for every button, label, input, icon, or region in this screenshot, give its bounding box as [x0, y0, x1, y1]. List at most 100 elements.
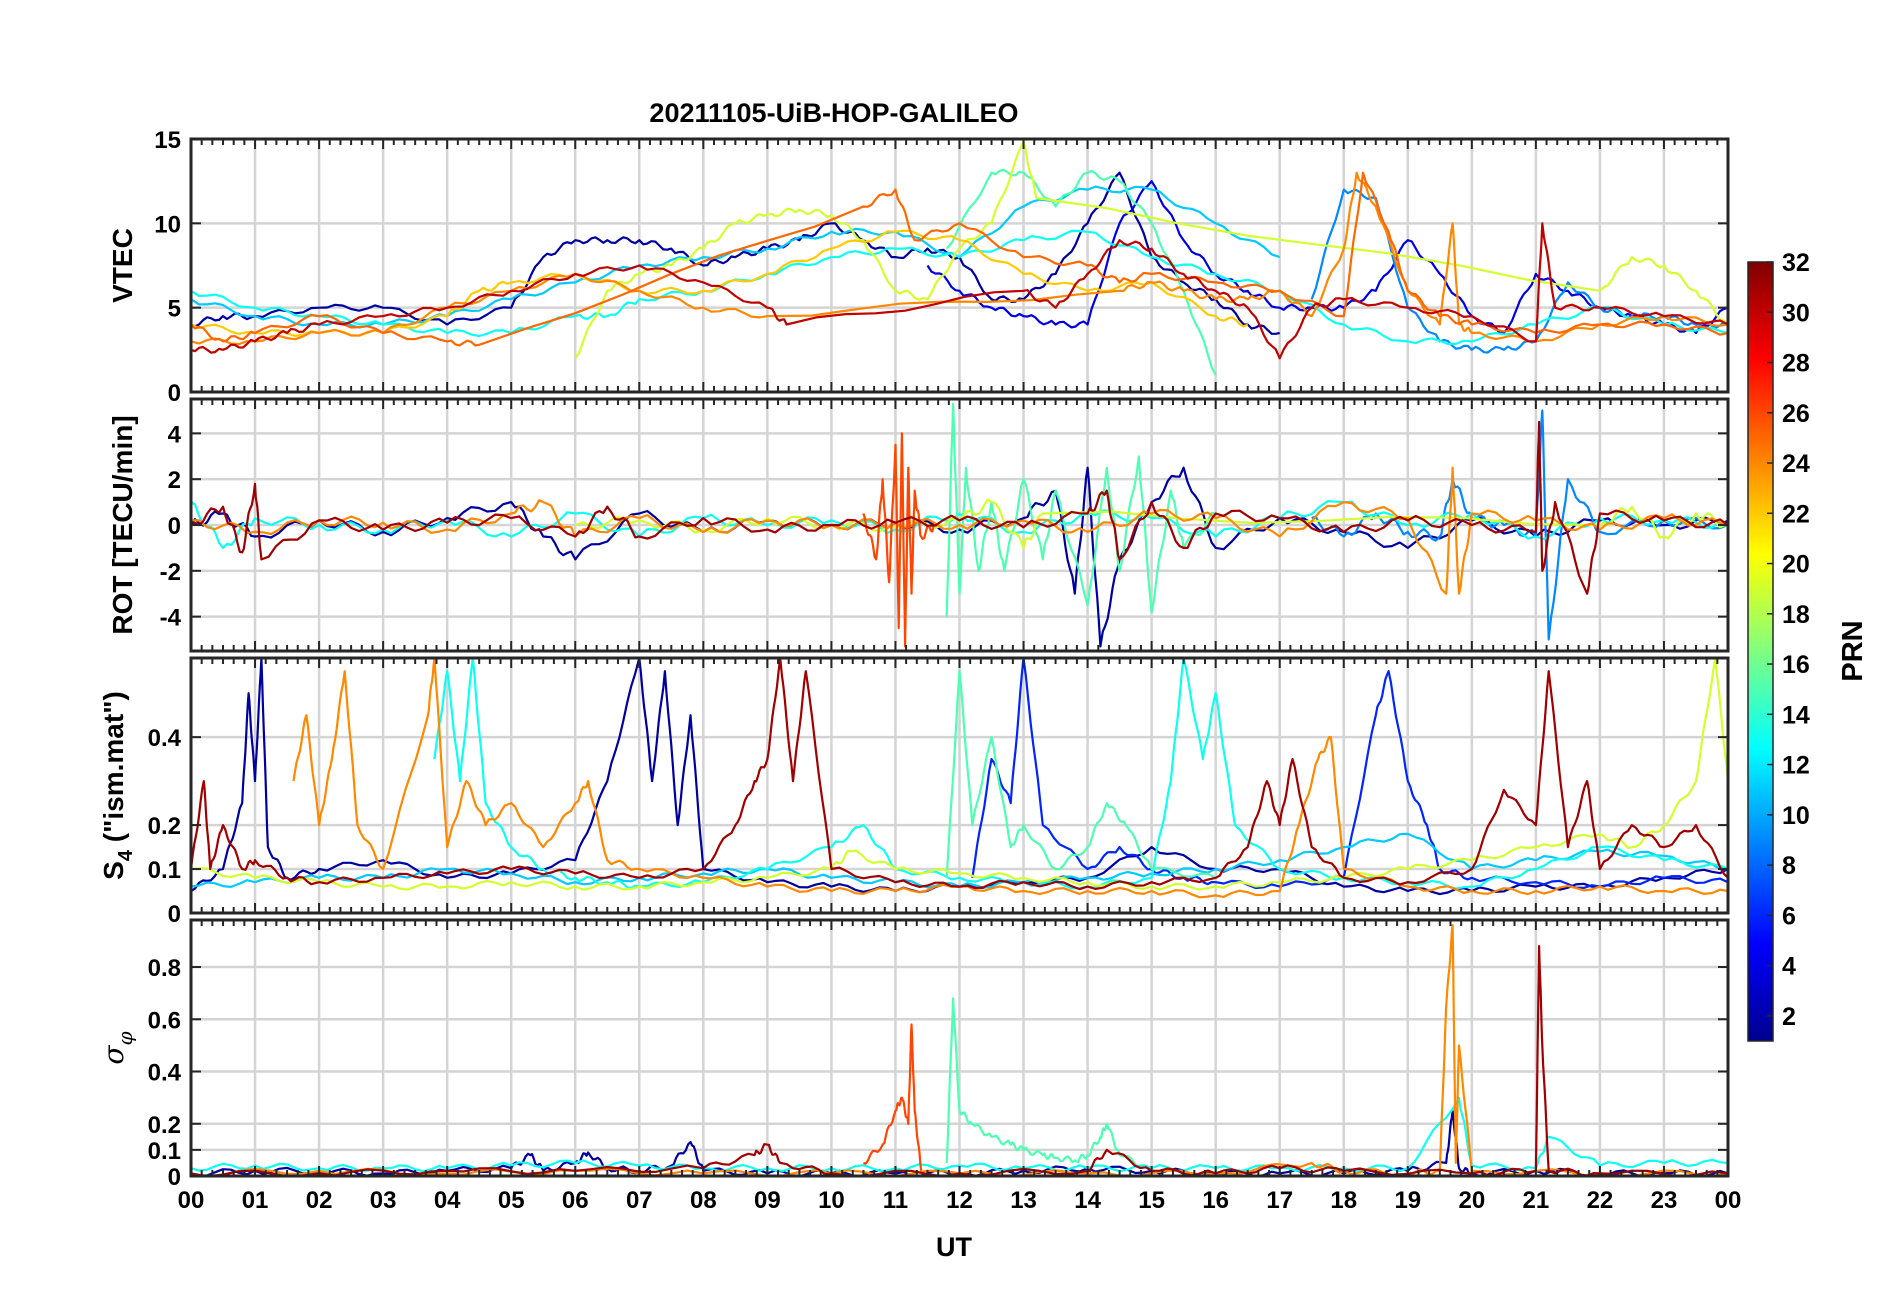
colorbar-tick-label: 22: [1782, 500, 1810, 528]
series-line-prn-25: [191, 171, 1728, 347]
x-tick-label: 04: [434, 1187, 461, 1214]
series-line-prn-19: [574, 498, 1728, 550]
panel-frame: [189, 656, 1730, 915]
x-tick-label: 14: [1074, 1187, 1101, 1214]
y-tick-label: 0.4: [148, 1060, 182, 1087]
y-tick-label: 0: [168, 513, 181, 540]
x-tick-label: 12: [946, 1187, 973, 1214]
x-tick-label: 22: [1587, 1187, 1614, 1214]
x-tick-label: 17: [1266, 1187, 1293, 1214]
y-tick-label: 0.2: [148, 813, 181, 840]
panel-frame: [189, 137, 1730, 394]
y-tick-label: 0.4: [148, 725, 182, 752]
y-tick-label: 5: [168, 296, 181, 323]
x-tick-label: 13: [1010, 1187, 1037, 1214]
y-tick-label: 0: [168, 1164, 181, 1191]
y-tick-label: 0: [168, 901, 181, 928]
x-tick-label: 20: [1458, 1187, 1485, 1214]
y-tick-label: 0.6: [148, 1007, 181, 1034]
series-line-prn-19: [191, 658, 1728, 891]
x-tick-label: 10: [818, 1187, 845, 1214]
x-tick-label: 09: [754, 1187, 781, 1214]
chart-title: 20211105-UiB-HOP-GALILEO: [649, 98, 1018, 128]
x-tick-label: 06: [562, 1187, 589, 1214]
series-line-prn-24: [191, 466, 1728, 595]
series-group: [191, 402, 1728, 648]
panel-sigma_phi: 00.10.2 0.4 0.6 0.8 σφ 00 01 02 03 04 05 06 07 08 09 10…: [97, 918, 1742, 1214]
colorbar-tick-label: 20: [1782, 551, 1810, 579]
y-tick-label: 0.1: [148, 1138, 181, 1165]
series-line-prn-15: [945, 670, 1217, 879]
series-line-prn-31: [191, 658, 1728, 891]
x-tick-label: 19: [1394, 1187, 1421, 1214]
colorbar-tick-label: 6: [1782, 902, 1796, 930]
y-axis-label: S4 ("ism.mat"): [98, 691, 137, 880]
colorbar-tick-label: 10: [1782, 802, 1810, 830]
panel-frame: [189, 918, 1730, 1178]
y-tick-label: 2: [168, 467, 181, 494]
x-tick-label: 00: [1715, 1187, 1742, 1214]
colorbar-tick-label: 2: [1782, 1003, 1796, 1031]
series-line-prn-19: [574, 141, 1728, 359]
x-axis-label: UT: [936, 1232, 972, 1262]
y-tick-label: 15: [154, 127, 181, 154]
panel-rot: -4 -2 0 2 4 ROT [TECU/min]: [107, 397, 1730, 653]
series-line-prn-15: [945, 997, 1153, 1172]
x-tick-label: 05: [498, 1187, 525, 1214]
colorbar-tick-label: 28: [1782, 350, 1810, 378]
colorbar-gradient: [1747, 261, 1774, 1042]
series-line-prn-2: [191, 658, 1728, 896]
y-tick-label: 0.1: [148, 857, 181, 884]
colorbar-tick-label: 8: [1782, 852, 1796, 880]
series-line-prn-26: [862, 432, 935, 648]
series-line-prn-15: [945, 402, 1216, 617]
colorbar-tick-label: 12: [1782, 752, 1810, 780]
x-tick-label: 21: [1523, 1187, 1550, 1214]
x-tick-label: 16: [1202, 1187, 1229, 1214]
x-tick-label: 01: [242, 1187, 269, 1214]
series-group: [191, 658, 1728, 899]
panel-s4: 0 0.1 0.2 0.4 S4 ("ism.mat"): [98, 656, 1730, 928]
y-tick-label: 0.8: [148, 955, 181, 982]
colorbar-tick-label: 16: [1782, 651, 1810, 679]
panel-vtec: 0 5 10 15 VTEC: [107, 127, 1730, 407]
colorbar-tick-label: 30: [1782, 299, 1810, 327]
y-axis-label: σφ: [97, 1031, 137, 1064]
series-group: [191, 141, 1728, 376]
series-line-prn-24: [292, 658, 1728, 899]
colorbar-tick-label: 26: [1782, 400, 1810, 428]
colorbar-tick-label: 32: [1782, 249, 1810, 277]
x-tick-label: 02: [306, 1187, 333, 1214]
x-tick-label: 23: [1651, 1187, 1678, 1214]
series-line-prn-2: [191, 171, 1280, 335]
x-tick-label: 15: [1138, 1187, 1165, 1214]
series-line-prn-24: [191, 924, 1728, 1176]
series-line-prn-30: [191, 222, 1728, 360]
series-line-prn-13: [191, 229, 1728, 345]
y-tick-label: 0.2: [148, 1112, 181, 1139]
colorbar-tick-label: 24: [1782, 450, 1810, 478]
colorbar-tick-label: 4: [1782, 953, 1796, 981]
x-tick-label: 18: [1330, 1187, 1357, 1214]
y-tick-label: 4: [168, 421, 182, 448]
x-tick-label: 00: [178, 1187, 205, 1214]
colorbar-label: PRN: [1837, 620, 1869, 681]
y-tick-label: -2: [160, 559, 181, 586]
x-tick-label: 08: [690, 1187, 717, 1214]
colorbar-tick-label: 18: [1782, 601, 1810, 629]
colorbar-tick-label: 14: [1782, 701, 1810, 729]
series-line-prn-9: [1311, 409, 1728, 641]
series-line-prn-15: [945, 168, 1217, 376]
x-tick-label: 07: [626, 1187, 653, 1214]
x-tick-label: 03: [370, 1187, 397, 1214]
y-axis-label: ROT [TECU/min]: [107, 415, 138, 634]
x-tick-label: 11: [883, 1187, 908, 1214]
y-tick-label: 10: [154, 211, 181, 238]
y-tick-label: -4: [160, 605, 182, 632]
y-axis-label: VTEC: [107, 228, 138, 303]
series-line-prn-26: [863, 1023, 923, 1171]
